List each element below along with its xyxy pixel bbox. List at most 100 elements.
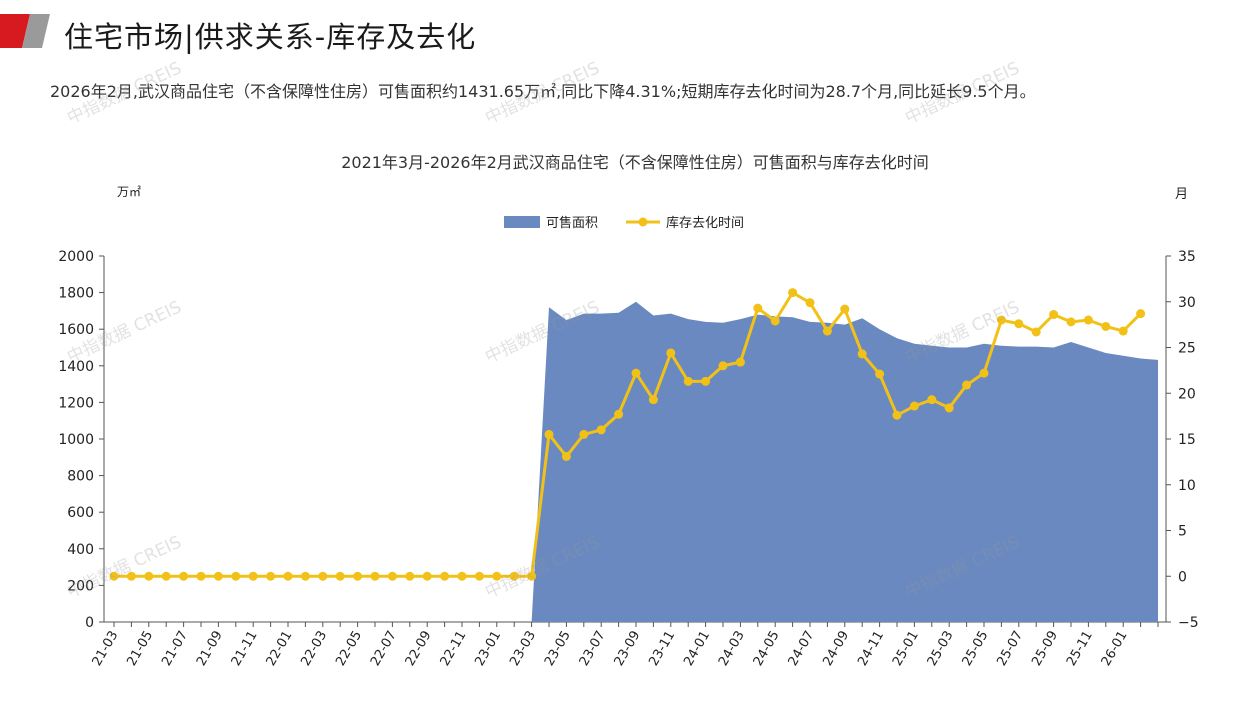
- line-point: [996, 315, 1006, 325]
- line-point: [683, 376, 693, 386]
- y-left-tick-label: 0: [85, 615, 94, 631]
- line-point: [353, 571, 363, 581]
- x-tick-label: 24-05: [751, 629, 783, 669]
- x-tick-label: 23-09: [612, 629, 644, 669]
- line-point: [509, 571, 519, 581]
- line-point: [1014, 319, 1024, 329]
- line-point: [614, 409, 624, 419]
- y-left-tick-label: 400: [67, 542, 94, 558]
- x-tick-label: 23-05: [542, 629, 574, 669]
- x-tick-label: 21-11: [229, 629, 261, 669]
- x-tick-label: 26-01: [1099, 629, 1131, 669]
- line-point: [318, 571, 328, 581]
- line-point: [631, 368, 641, 378]
- y-left-tick-label: 1000: [58, 432, 94, 448]
- y-left-tick-label: 1800: [58, 286, 94, 302]
- line-point: [648, 395, 658, 405]
- x-tick-label: 21-05: [124, 629, 156, 669]
- line-point: [1083, 315, 1093, 325]
- line-point: [1118, 326, 1128, 336]
- line-point: [1031, 327, 1041, 337]
- line-point: [266, 571, 276, 581]
- y-left-tick-label: 1400: [58, 359, 94, 375]
- y-right-tick-label: 25: [1178, 341, 1196, 357]
- summary-text: 2026年2月,武汉商品住宅（不含保障性住房）可售面积约1431.65万㎡,同比…: [50, 82, 1036, 101]
- chart-title: 2021年3月-2026年2月武汉商品住宅（不含保障性住房）可售面积与库存去化时…: [341, 153, 929, 172]
- x-tick-label: 24-09: [820, 629, 852, 669]
- x-tick-label: 25-05: [960, 629, 992, 669]
- line-point: [161, 571, 171, 581]
- y-left-unit: 万㎡: [117, 185, 141, 199]
- line-point: [1066, 317, 1076, 327]
- x-tick-label: 21-03: [90, 629, 122, 669]
- line-point: [666, 348, 676, 358]
- x-tick-label: 24-11: [855, 629, 887, 669]
- line-point: [770, 316, 780, 326]
- legend-swatch-area: [504, 216, 540, 228]
- y-right-tick-label: 0: [1178, 569, 1187, 585]
- line-point: [1136, 309, 1146, 319]
- x-tick-label: 25-07: [994, 629, 1026, 669]
- x-tick-label: 23-07: [577, 629, 609, 669]
- line-point: [927, 395, 937, 405]
- line-point: [440, 571, 450, 581]
- brand-logo: [0, 14, 52, 52]
- y-right-tick-label: 5: [1178, 524, 1187, 540]
- line-point: [979, 368, 989, 378]
- x-tick-label: 22-09: [403, 629, 435, 669]
- logo-red-shape: [0, 14, 30, 48]
- x-tick-label: 23-03: [507, 629, 539, 669]
- line-point: [387, 571, 397, 581]
- x-tick-label: 25-03: [925, 629, 957, 669]
- line-point: [962, 380, 972, 390]
- line-point: [422, 571, 432, 581]
- line-point: [805, 298, 815, 308]
- y-right-unit: 月: [1175, 187, 1188, 202]
- x-tick-label: 24-03: [716, 629, 748, 669]
- y-left-tick-label: 2000: [58, 249, 94, 265]
- line-point: [492, 571, 502, 581]
- line-point: [1049, 310, 1059, 320]
- x-tick-label: 23-11: [646, 629, 678, 669]
- x-tick-label: 22-01: [264, 629, 296, 669]
- area-series-available-area: [114, 301, 1158, 622]
- x-tick-label: 23-01: [472, 629, 504, 669]
- line-point: [109, 571, 119, 581]
- y-right-tick-label: 10: [1178, 478, 1196, 494]
- line-point: [213, 571, 223, 581]
- x-tick-label: 24-01: [681, 629, 713, 669]
- line-point: [579, 429, 589, 439]
- line-point: [370, 571, 380, 581]
- x-tick-label: 21-07: [159, 629, 191, 669]
- legend-marker-line: [638, 217, 648, 227]
- legend-label-line: 库存去化时间: [666, 215, 744, 231]
- x-tick-label: 24-07: [786, 629, 818, 669]
- line-point: [701, 376, 711, 386]
- y-right-tick-label: 35: [1178, 249, 1196, 265]
- line-point: [788, 288, 798, 298]
- y-left-tick-label: 1200: [58, 395, 94, 411]
- line-point: [909, 401, 919, 411]
- y-right-tick-label: 30: [1178, 295, 1196, 311]
- x-tick-label: 25-09: [1029, 629, 1061, 669]
- y-left-tick-label: 600: [67, 505, 94, 521]
- line-point: [822, 326, 832, 336]
- line-point: [405, 571, 415, 581]
- line-point: [944, 403, 954, 413]
- line-point: [231, 571, 241, 581]
- line-point: [735, 357, 745, 367]
- line-point: [248, 571, 258, 581]
- line-point: [527, 571, 537, 581]
- x-tick-label: 21-09: [194, 629, 226, 669]
- y-left-tick-label: 800: [67, 469, 94, 485]
- line-point: [857, 349, 867, 359]
- page-title: 住宅市场|供求关系-库存及去化: [64, 20, 477, 54]
- line-point: [457, 571, 467, 581]
- legend-label-area: 可售面积: [546, 215, 598, 231]
- line-point: [840, 304, 850, 314]
- x-tick-label: 25-01: [890, 629, 922, 669]
- line-point: [144, 571, 154, 581]
- x-tick-label: 22-07: [368, 629, 400, 669]
- line-point: [1101, 321, 1111, 331]
- line-point: [474, 571, 484, 581]
